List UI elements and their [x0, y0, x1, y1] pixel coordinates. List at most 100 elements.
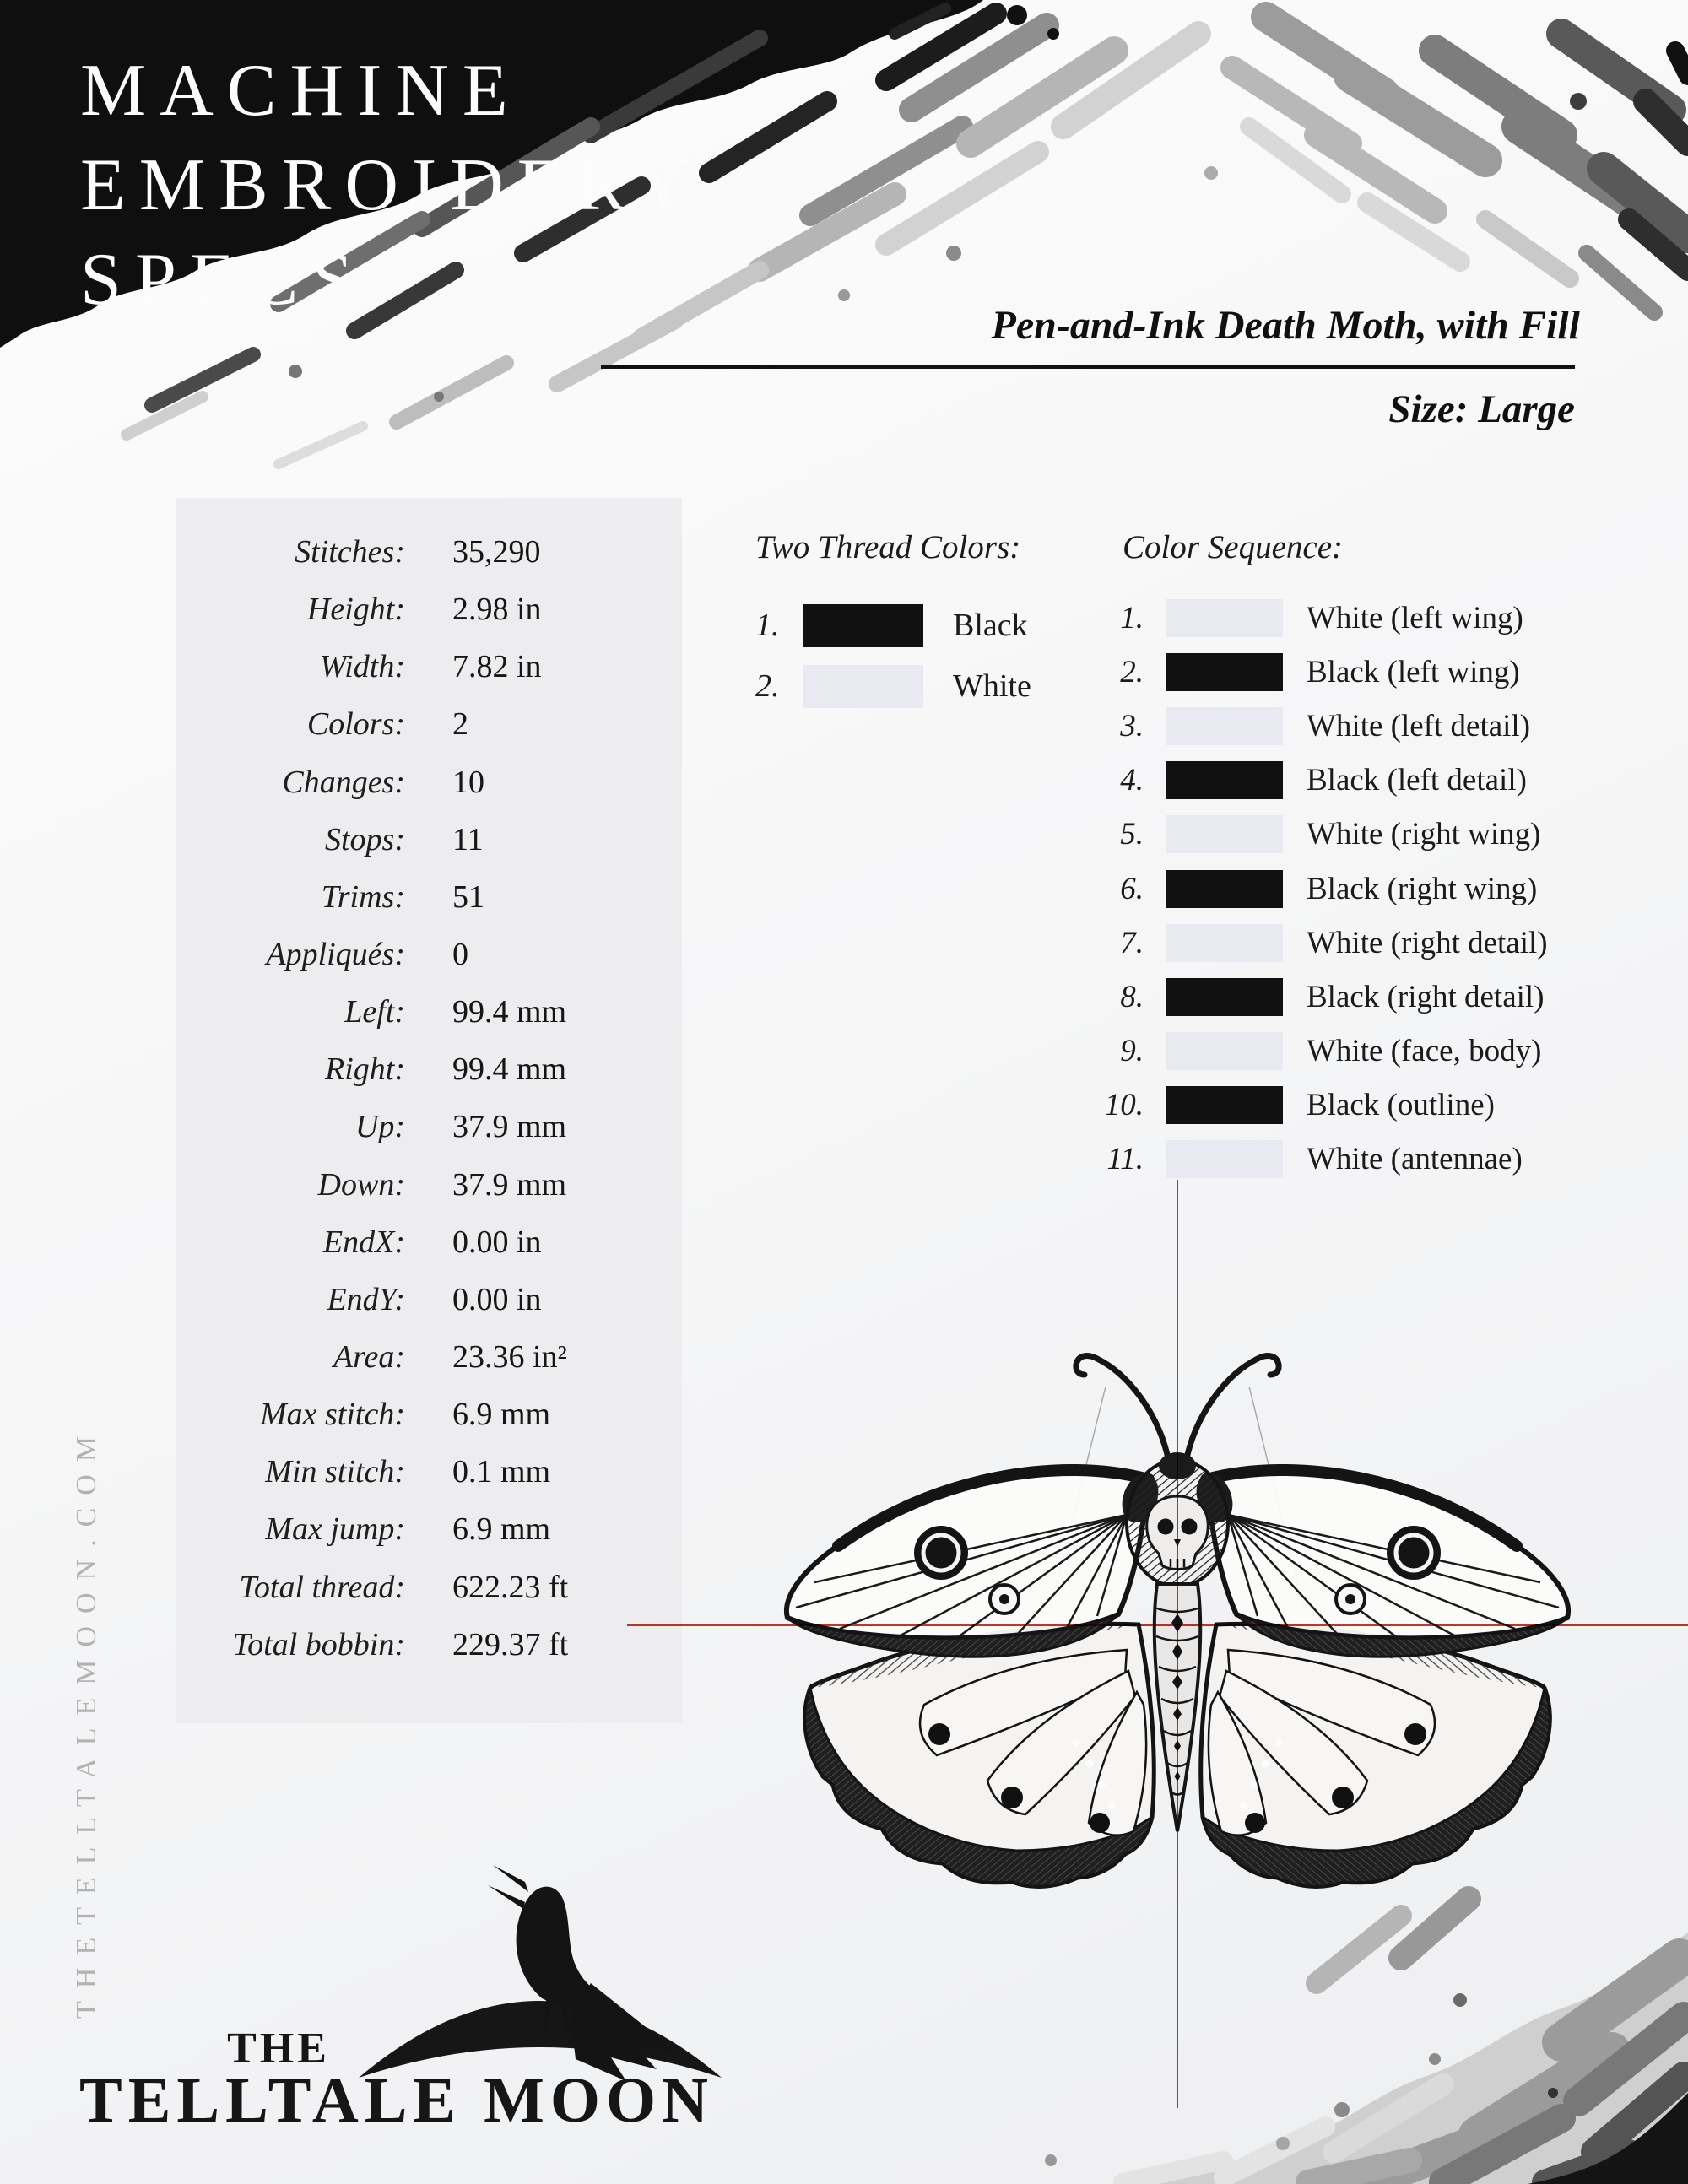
- spec-label: Appliqués:: [266, 937, 405, 973]
- spec-row: Trims: 51: [176, 868, 682, 926]
- color-sequence-heading: Color Sequence:: [1123, 529, 1344, 565]
- color-swatch-white: [1166, 598, 1283, 637]
- spec-value: 37.9 mm: [452, 1109, 567, 1145]
- sequence-label: Black (outline): [1307, 1088, 1495, 1123]
- sequence-item: 1. White (left wing): [1072, 591, 1548, 645]
- sequence-label: Black (right detail): [1307, 979, 1545, 1014]
- spec-row: EndX: 0.00 in: [176, 1214, 682, 1271]
- spec-value: 11: [452, 821, 484, 857]
- color-swatch-black: [1166, 761, 1283, 800]
- title-divider: [601, 365, 1575, 369]
- spec-label: Up:: [354, 1109, 405, 1145]
- spec-label: Stitches:: [295, 534, 405, 570]
- spec-value: 7.82 in: [452, 649, 542, 685]
- color-swatch-white: [1166, 706, 1283, 745]
- spec-value: 0.00 in: [452, 1281, 542, 1317]
- spec-value: 37.9 mm: [452, 1166, 567, 1203]
- brush-stroke-header-art: [0, 0, 1688, 469]
- spec-label: Down:: [317, 1166, 405, 1203]
- spec-label: Total thread:: [239, 1569, 405, 1605]
- thread-colors-heading: Two Thread Colors:: [755, 529, 1021, 565]
- spec-row: Width: 7.82 in: [176, 638, 682, 695]
- page-title: MACHINE EMBROIDERY SPECS: [80, 50, 702, 321]
- spec-row: Changes: 10: [176, 754, 682, 811]
- spec-label: Trims:: [321, 878, 405, 915]
- color-swatch-white: [1166, 815, 1283, 854]
- spec-value: 622.23 ft: [452, 1569, 569, 1605]
- sequence-item: 8. Black (right detail): [1072, 970, 1548, 1024]
- spec-label: Stops:: [325, 821, 405, 857]
- sequence-label: White (left wing): [1307, 600, 1523, 635]
- spec-row: Colors: 2: [176, 695, 682, 753]
- spec-label: Max jump:: [265, 1511, 405, 1548]
- spec-value: 51: [452, 878, 484, 915]
- item-number: 10.: [1104, 1088, 1144, 1123]
- sequence-item: 5. White (right wing): [1072, 808, 1548, 862]
- horizontal-center-guide: [627, 1624, 1688, 1626]
- spec-value: 2.98 in: [452, 592, 542, 628]
- spec-value: 0: [452, 937, 468, 973]
- logo-word-telltale-moon: TELLTALE MOON: [79, 2065, 714, 2136]
- spec-label: Width:: [319, 649, 405, 685]
- spec-label: Total bobbin:: [232, 1626, 405, 1662]
- sequence-item: 2. Black (left wing): [1072, 645, 1548, 699]
- spec-label: Height:: [306, 592, 405, 628]
- item-number: 2.: [755, 668, 780, 704]
- crow-moon-logo: [359, 1865, 722, 2081]
- item-number: 1.: [1120, 600, 1144, 635]
- item-number: 2.: [1120, 654, 1144, 689]
- spec-label: Max stitch:: [259, 1397, 405, 1433]
- brush-stroke-footer-art: [1045, 1886, 1688, 2184]
- spec-value: 6.9 mm: [452, 1511, 551, 1548]
- spec-row: Max jump: 6.9 mm: [176, 1500, 682, 1558]
- item-number: 11.: [1106, 1142, 1144, 1177]
- spec-row: Down: 37.9 mm: [176, 1156, 682, 1214]
- color-name: White: [953, 668, 1031, 704]
- spec-row: Total thread: 622.23 ft: [176, 1559, 682, 1616]
- spec-row: Right: 99.4 mm: [176, 1041, 682, 1098]
- item-number: 6.: [1120, 871, 1144, 906]
- spec-label: Area:: [333, 1339, 405, 1376]
- sequence-item: 11. White (antennae): [1072, 1133, 1548, 1187]
- sequence-item: 6. Black (right wing): [1072, 862, 1548, 916]
- sequence-label: Black (left detail): [1307, 763, 1527, 798]
- sequence-label: White (right wing): [1307, 817, 1541, 852]
- black-brush-mass: [0, 0, 983, 348]
- color-swatch-black: [1166, 869, 1283, 908]
- spec-row: EndY: 0.00 in: [176, 1271, 682, 1328]
- website-url-vertical: THETELLTALEMOON.COM: [71, 1423, 102, 2019]
- spec-value: 0.1 mm: [452, 1454, 551, 1490]
- spec-label: Right:: [325, 1051, 405, 1088]
- spec-label: EndX:: [322, 1224, 405, 1260]
- spec-label: Left:: [344, 994, 405, 1030]
- item-number: 4.: [1120, 763, 1144, 798]
- spec-row: Stitches: 35,290: [176, 523, 682, 581]
- item-number: 9.: [1120, 1034, 1144, 1069]
- spec-value: 10: [452, 764, 484, 800]
- color-swatch-white: [803, 664, 923, 708]
- spec-value: 99.4 mm: [452, 994, 567, 1030]
- spec-value: 0.00 in: [452, 1224, 542, 1260]
- design-title: Pen-and-Ink Death Moth, with Fill: [991, 303, 1580, 348]
- spec-value: 2: [452, 706, 468, 743]
- spec-label: EndY:: [327, 1281, 405, 1317]
- spec-value: 6.9 mm: [452, 1397, 551, 1433]
- spec-row: Area: 23.36 in²: [176, 1328, 682, 1386]
- item-number: 3.: [1120, 708, 1144, 743]
- sequence-item: 10. Black (outline): [1072, 1078, 1548, 1133]
- brush-streaks: [121, 2, 1688, 469]
- spec-row: Up: 37.9 mm: [176, 1098, 682, 1155]
- spec-row: Left: 99.4 mm: [176, 983, 682, 1041]
- sequence-item: 3. White (left detail): [1072, 699, 1548, 753]
- brush-specks: [289, 5, 1587, 402]
- sequence-label: Black (right wing): [1307, 871, 1538, 906]
- spec-row: Height: 2.98 in: [176, 581, 682, 638]
- spec-label: Changes:: [282, 764, 405, 800]
- spec-row: Stops: 11: [176, 811, 682, 868]
- color-swatch-white: [1166, 1032, 1283, 1071]
- sequence-item: 7. White (right detail): [1072, 916, 1548, 970]
- thread-color-item: 2. White: [755, 656, 1031, 716]
- spec-value: 99.4 mm: [452, 1051, 567, 1088]
- color-swatch-white: [1166, 923, 1283, 962]
